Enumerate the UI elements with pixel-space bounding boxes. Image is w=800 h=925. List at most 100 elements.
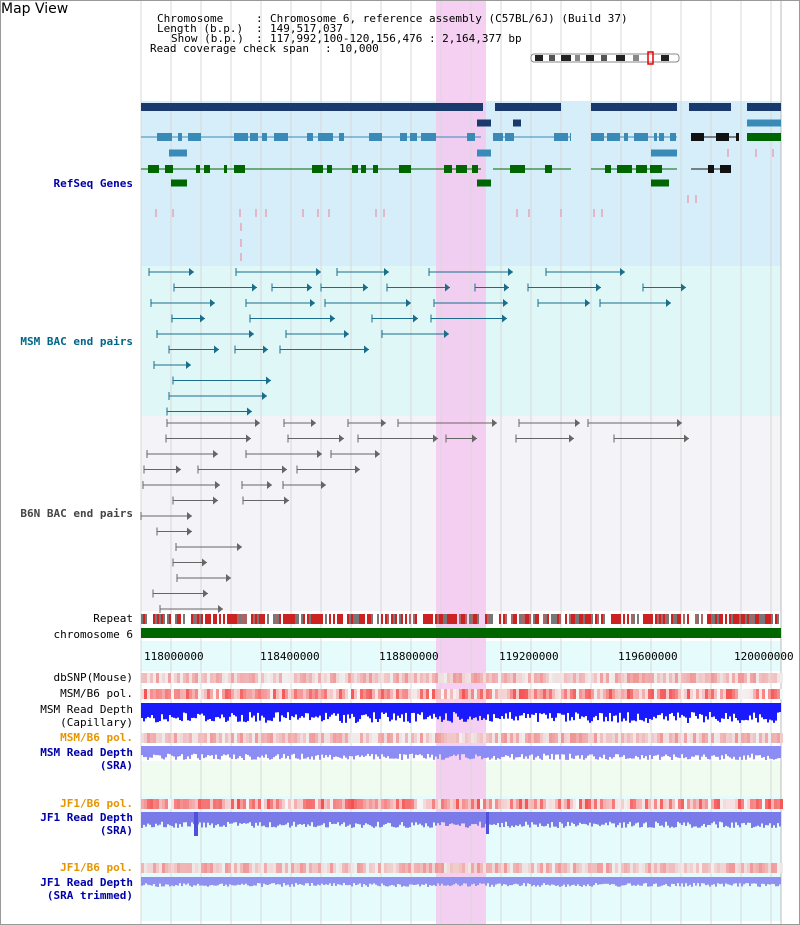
heat-cell bbox=[330, 673, 333, 683]
read-depth-bar bbox=[227, 812, 229, 822]
gene-exon bbox=[467, 133, 475, 141]
heat-cell bbox=[651, 689, 654, 699]
heat-cell bbox=[183, 799, 186, 809]
repeat-element bbox=[657, 614, 659, 624]
heat-cell bbox=[267, 799, 270, 809]
heat-cell bbox=[765, 689, 768, 699]
heat-cell bbox=[561, 673, 564, 683]
read-depth-bar bbox=[213, 703, 215, 722]
heat-cell bbox=[243, 689, 246, 699]
read-depth-bar bbox=[399, 877, 401, 885]
track-label-msm-depth-sra[interactable]: MSM Read Depth (SRA) bbox=[40, 746, 133, 772]
heat-cell bbox=[459, 673, 462, 683]
heat-cell bbox=[774, 689, 777, 699]
heat-cell bbox=[696, 863, 699, 873]
repeat-element bbox=[665, 614, 667, 624]
track-label-msm-bac[interactable]: MSM BAC end pairs bbox=[20, 335, 133, 348]
heat-cell bbox=[192, 863, 195, 873]
heat-cell bbox=[237, 673, 240, 683]
heat-cell bbox=[147, 689, 150, 699]
heat-cell bbox=[519, 673, 522, 683]
heat-cell bbox=[300, 733, 303, 743]
heat-cell bbox=[276, 673, 279, 683]
heat-cell bbox=[390, 799, 393, 809]
read-depth-bar bbox=[171, 746, 173, 756]
heat-cell bbox=[459, 689, 462, 699]
read-depth-bar bbox=[317, 703, 319, 718]
track-label-jf1-b6-pol-2[interactable]: JF1/B6 pol. bbox=[60, 861, 133, 874]
heat-cell bbox=[687, 689, 690, 699]
read-depth-bar bbox=[697, 812, 699, 828]
read-depth-bar bbox=[725, 812, 727, 826]
read-depth-bar bbox=[295, 746, 297, 759]
track-label-msm-b6-pol-1[interactable]: MSM/B6 pol. bbox=[60, 687, 133, 700]
track-label-msm-depth-capillary[interactable]: MSM Read Depth (Capillary) bbox=[40, 703, 133, 729]
track-label-jf1-b6-pol-1[interactable]: JF1/B6 pol. bbox=[60, 797, 133, 810]
read-depth-bar bbox=[539, 812, 541, 824]
read-depth-bar bbox=[409, 746, 411, 755]
repeat-element bbox=[487, 614, 489, 624]
heat-cell bbox=[711, 689, 714, 699]
read-depth-bar bbox=[317, 746, 319, 755]
track-label-chromosome[interactable]: chromosome 6 bbox=[53, 628, 133, 641]
read-depth-bar bbox=[437, 746, 439, 759]
track-label-b6n-bac[interactable]: B6N BAC end pairs bbox=[20, 507, 133, 520]
track-label-msm-b6-pol-2[interactable]: MSM/B6 pol. bbox=[60, 731, 133, 744]
heat-cell bbox=[336, 863, 339, 873]
read-depth-bar bbox=[549, 746, 551, 760]
heat-cell bbox=[315, 799, 318, 809]
read-depth-bar bbox=[375, 812, 377, 827]
track-label-jf1-depth-sra-trimmed[interactable]: JF1 Read Depth (SRA trimmed) bbox=[40, 876, 133, 902]
repeat-element bbox=[361, 614, 363, 624]
read-depth-bar bbox=[655, 877, 657, 884]
bac-end-marker bbox=[355, 465, 360, 474]
track-label-refseq[interactable]: RefSeq Genes bbox=[53, 177, 133, 190]
heat-cell bbox=[519, 863, 522, 873]
read-depth-bar bbox=[667, 812, 669, 826]
read-depth-bar bbox=[627, 746, 629, 759]
heat-cell bbox=[366, 733, 369, 743]
read-depth-bar bbox=[737, 877, 739, 887]
read-depth-bar bbox=[747, 877, 749, 884]
read-depth-bar bbox=[637, 877, 639, 885]
track-label-repeat[interactable]: Repeat bbox=[93, 612, 133, 625]
heat-cell bbox=[720, 689, 723, 699]
heat-cell bbox=[780, 673, 783, 683]
read-depth-bar bbox=[537, 812, 539, 827]
read-depth-bar bbox=[685, 812, 687, 826]
read-depth-bar bbox=[685, 703, 687, 718]
axis-tick-label: 119200000 bbox=[499, 650, 559, 663]
heat-cell bbox=[324, 673, 327, 683]
heat-cell bbox=[762, 673, 765, 683]
heat-cell bbox=[519, 689, 522, 699]
repeat-element bbox=[317, 614, 319, 624]
read-depth-bar bbox=[545, 877, 547, 885]
read-depth-bar bbox=[569, 746, 571, 754]
read-depth-bar bbox=[739, 812, 741, 828]
read-depth-bar bbox=[559, 877, 561, 887]
track-label-jf1-depth-sra[interactable]: JF1 Read Depth (SRA) bbox=[40, 811, 133, 837]
read-depth-bar bbox=[539, 746, 541, 759]
repeat-element bbox=[731, 614, 733, 624]
heat-cell bbox=[297, 863, 300, 873]
read-depth-bar bbox=[465, 746, 467, 758]
repeat-element bbox=[615, 614, 617, 624]
heat-cell bbox=[771, 689, 774, 699]
read-depth-bar bbox=[251, 812, 253, 826]
heat-cell bbox=[597, 673, 600, 683]
track-label-dbsnp[interactable]: dbSNP(Mouse) bbox=[53, 671, 133, 684]
heat-cell bbox=[249, 799, 252, 809]
read-depth-bar bbox=[471, 746, 473, 759]
read-depth-bar bbox=[769, 703, 771, 720]
heat-cell bbox=[648, 799, 651, 809]
read-depth-bar bbox=[733, 703, 735, 714]
read-depth-bar bbox=[625, 746, 627, 759]
heat-cell bbox=[270, 673, 273, 683]
read-depth-bar bbox=[693, 877, 695, 884]
read-depth-bar bbox=[497, 703, 499, 719]
heat-cell bbox=[567, 689, 570, 699]
read-depth-bar bbox=[541, 812, 543, 826]
heat-cell bbox=[714, 689, 717, 699]
read-depth-bar bbox=[467, 746, 469, 759]
